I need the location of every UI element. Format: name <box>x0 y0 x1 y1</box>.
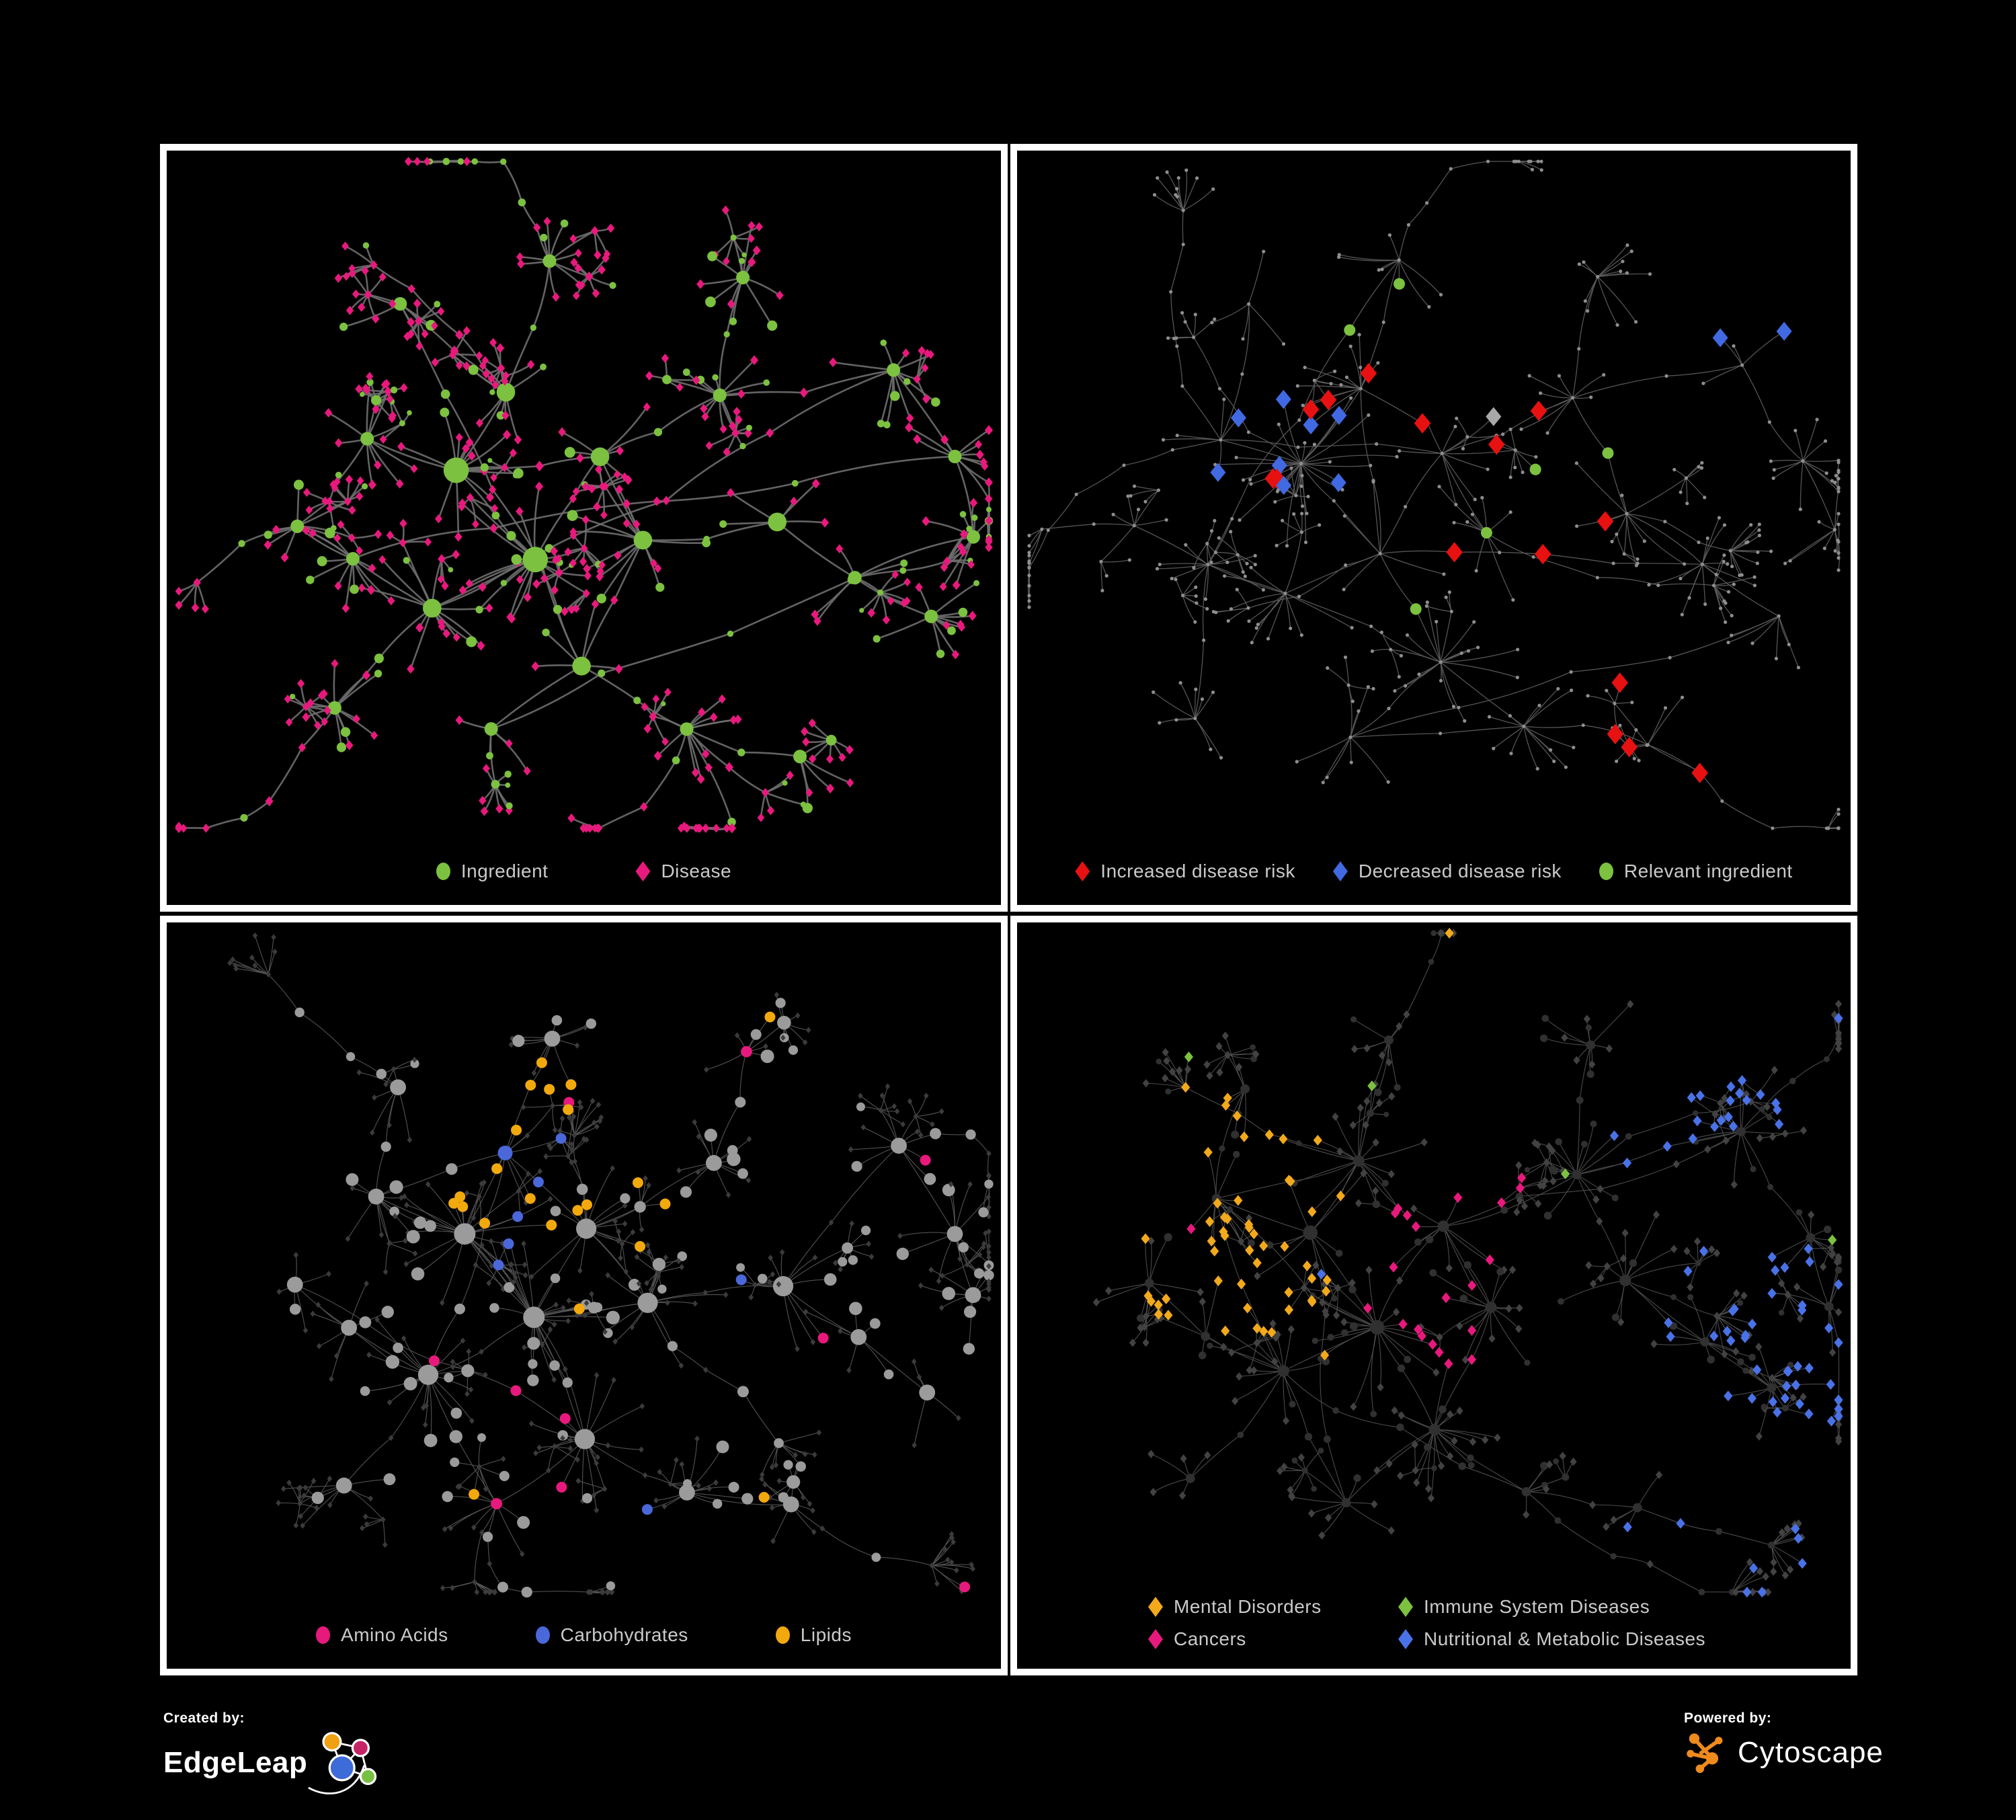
legend-label: Decreased disease risk <box>1358 861 1562 881</box>
legend-label: Lipids <box>800 1624 852 1645</box>
ingredient-disease-graph <box>175 157 994 834</box>
circle-marker-icon <box>436 863 450 880</box>
powered-by-block: Powered by: Cytoscape <box>1684 1710 1884 1776</box>
legend-label: Increased disease risk <box>1100 861 1295 881</box>
legend-disease-classes: Mental Disorders Immune System Diseases Ca… <box>1148 1596 1705 1650</box>
diamond-marker-icon <box>1398 1629 1413 1649</box>
legend-label: Amino Acids <box>341 1624 448 1645</box>
legend-label: Nutritional & Metabolic Diseases <box>1424 1628 1706 1649</box>
diamond-marker-icon <box>1148 1629 1163 1649</box>
cytoscape-brand: Cytoscape <box>1738 1736 1884 1769</box>
legend-label: Relevant ingredient <box>1623 861 1793 881</box>
legend-item-cancers: Cancers <box>1148 1628 1398 1650</box>
legend-item-relevant-ingredient: Relevant ingredient <box>1599 861 1793 882</box>
panel-nutrient-classes: Amino Acids Carbohydrates Lipids <box>160 916 1008 1675</box>
legend-item-mental-disorders: Mental Disorders <box>1148 1596 1398 1618</box>
legend-item-increased-disease-risk: Increased disease risk <box>1075 861 1295 882</box>
diamond-marker-icon <box>1332 861 1348 881</box>
powered-by-label: Powered by: <box>1684 1710 1772 1726</box>
circle-marker-icon <box>775 1626 790 1644</box>
legend-label: Mental Disorders <box>1174 1596 1322 1617</box>
created-by-block: Created by: EdgeLeap <box>163 1710 388 1796</box>
edgeleap-brand: EdgeLeap <box>163 1746 308 1779</box>
panel-ingredient-disease: Ingredient Disease <box>160 144 1008 912</box>
legend-label: Disease <box>661 861 732 881</box>
legend-nutrient-classes: Amino Acids Carbohydrates Lipids <box>167 1624 1001 1646</box>
legend-item-disease: Disease <box>635 861 731 882</box>
legend-label: Ingredient <box>460 861 549 881</box>
circle-marker-icon <box>316 1626 331 1644</box>
panel-disease-risk: Increased disease risk Decreased disease … <box>1010 144 1857 912</box>
legend-label: Immune System Diseases <box>1424 1596 1650 1617</box>
legend-ingredient-disease: Ingredient Disease <box>167 861 1001 882</box>
cytoscape-logo-icon <box>1687 1733 1723 1774</box>
circle-marker-icon <box>1599 863 1613 880</box>
legend-item-nutritional-metabolic-diseases: Nutritional & Metabolic Diseases <box>1398 1628 1705 1650</box>
legend-item-carbohydrates: Carbohydrates <box>535 1624 688 1646</box>
diamond-marker-icon <box>1148 1597 1163 1617</box>
legend-disease-risk: Increased disease risk Decreased disease … <box>1017 861 1851 882</box>
nutrient-class-graph <box>227 932 994 1598</box>
legend-label: Cancers <box>1174 1628 1246 1649</box>
legend-item-amino-acids: Amino Acids <box>316 1624 448 1646</box>
edgeleap-logo-icon <box>308 1732 377 1794</box>
diamond-marker-icon <box>635 861 651 881</box>
legend-item-decreased-disease-risk: Decreased disease risk <box>1332 861 1562 882</box>
created-by-label: Created by: <box>163 1710 245 1726</box>
diamond-marker-icon <box>1075 861 1090 881</box>
disease-risk-graph <box>1027 159 1841 830</box>
diamond-marker-icon <box>1398 1597 1413 1617</box>
legend-item-ingredient: Ingredient <box>436 861 549 882</box>
disease-class-graph <box>1092 927 1843 1598</box>
panel-disease-classes: Mental Disorders Immune System Diseases Ca… <box>1010 916 1857 1675</box>
circle-marker-icon <box>535 1626 550 1644</box>
legend-label: Carbohydrates <box>560 1624 688 1645</box>
legend-item-lipids: Lipids <box>775 1624 852 1646</box>
legend-item-immune-system-diseases: Immune System Diseases <box>1398 1596 1705 1618</box>
